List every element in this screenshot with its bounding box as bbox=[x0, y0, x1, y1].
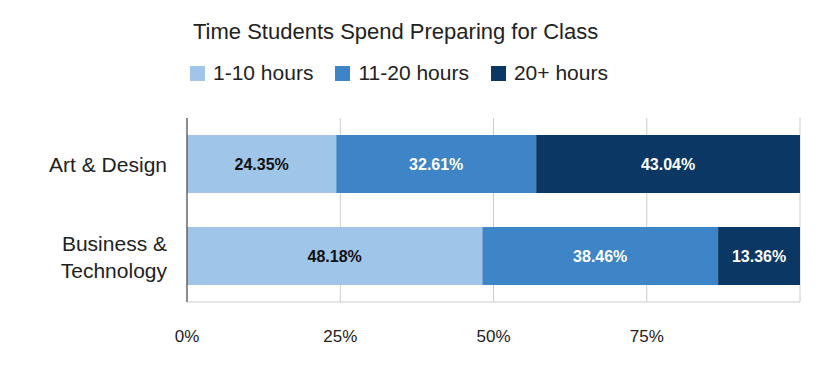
html-text:11-20 hours: 11-20 hours bbox=[358, 61, 469, 84]
html-text:Time Students Spend Preparing: Time Students Spend Preparing for Class bbox=[193, 19, 599, 44]
svg-text:32.61%: 32.61% bbox=[409, 156, 463, 173]
svg-text:13.36%: 13.36% bbox=[732, 248, 786, 265]
svg-text:50%: 50% bbox=[476, 327, 510, 346]
html-text:20+ hours: 20+ hours bbox=[513, 61, 608, 84]
svg-text:43.04%: 43.04% bbox=[641, 156, 695, 173]
svg-text:0%: 0% bbox=[175, 327, 200, 346]
svg-text:25%: 25% bbox=[323, 327, 357, 346]
svg-text:38.46%: 38.46% bbox=[573, 248, 627, 265]
svg-text:Art & Design: Art & Design bbox=[49, 153, 167, 176]
svg-text:75%: 75% bbox=[630, 327, 664, 346]
svg-text:24.35%: 24.35% bbox=[234, 156, 288, 173]
html-text:1-10 hours: 1-10 hours bbox=[213, 61, 314, 84]
svg-text:48.18%: 48.18% bbox=[308, 248, 362, 265]
svg-text:Business &Technology: Business &Technology bbox=[61, 231, 168, 281]
